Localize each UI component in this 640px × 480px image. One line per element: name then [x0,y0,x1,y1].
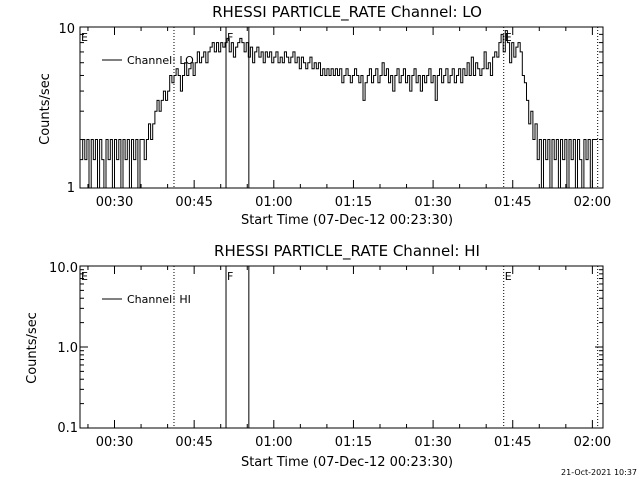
lo-panel-title: RHESSI PARTICLE_RATE Channel: LO [212,3,482,22]
lo-event-marker-label: E [81,31,88,44]
generated-timestamp: 21-Oct-2021 10:37 [561,468,637,477]
hi-legend-label: Channel: HI [127,293,191,306]
hi-x-axis-label: Start Time (07-Dec-12 00:23:30) [241,455,453,470]
lo-x-tick-label: 00:30 [96,195,133,210]
hi-x-tick-label: 01:00 [255,435,292,450]
hi-y-axis-label: Counts/sec [25,312,40,384]
lo-x-tick-label: 01:30 [414,195,451,210]
lo-x-tick-label: 00:45 [175,195,212,210]
hi-plot-area: 00:30 00:45 01:00 01:15 01:30 01:45 02:00 E F E [79,265,611,450]
lo-x-tick-label: 02:00 [574,195,611,210]
lo-event-marker-label: F [227,31,233,44]
lo-x-axis-label: Start Time (07-Dec-12 00:23:30) [241,213,453,228]
hi-y-tick-label: 10.0 [49,261,78,276]
hi-x-tick-label: 01:30 [414,435,451,450]
hi-plot-frame [79,265,604,429]
hi-x-tick-label: 01:45 [494,435,531,450]
lo-x-tick-label: 01:45 [494,195,531,210]
lo-series-line [80,30,598,189]
lo-plot-frame [79,26,604,189]
lo-x-tick-label: 01:00 [255,195,292,210]
hi-event-marker-label: E [505,270,512,283]
hi-panel-title: RHESSI PARTICLE_RATE Channel: HI [214,242,480,261]
lo-legend-label: Channel: LO [127,54,194,67]
hi-y-tick-label: 0.1 [57,421,78,436]
hi-x-tick-label: 00:30 [96,435,133,450]
lo-y-axis-label: Counts/sec [38,73,53,145]
lo-plot-area: 00:30 00:45 01:00 01:15 01:30 01:45 02:00 E F E [79,26,611,210]
hi-x-tick-label: 01:15 [335,435,372,450]
hi-event-marker-label: F [227,270,233,283]
hi-event-marker-label: E [81,270,88,283]
hi-x-tick-label: 00:45 [175,435,212,450]
lo-x-tick-label: 01:15 [335,195,372,210]
lo-y-tick-label: 1 [67,181,75,196]
hi-y-tick-label: 1.0 [57,341,78,356]
hi-x-tick-label: 02:00 [574,435,611,450]
lo-event-marker-label: E [505,31,512,44]
lo-y-tick-label: 10 [58,22,75,37]
